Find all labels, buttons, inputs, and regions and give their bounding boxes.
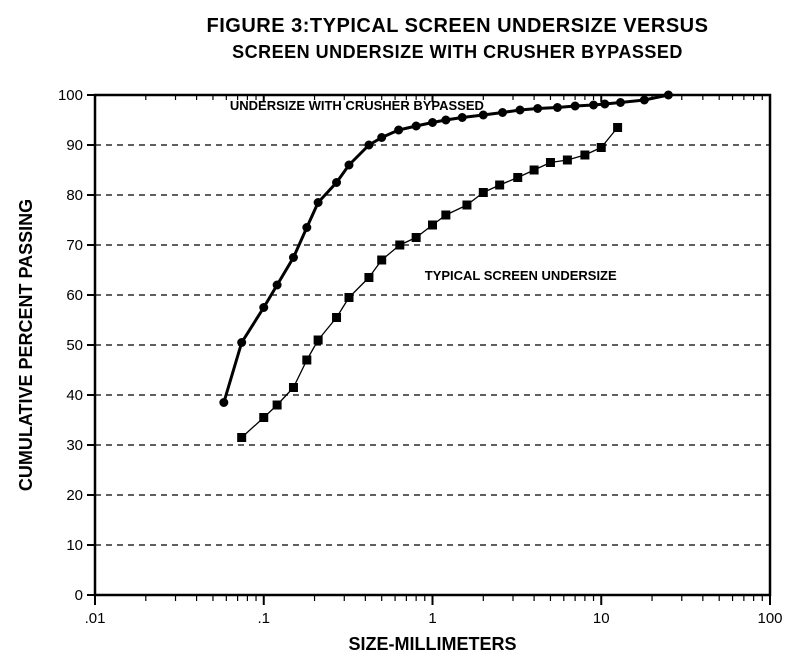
series-typical-marker: [333, 314, 341, 322]
series-typical-marker: [530, 166, 538, 174]
series-bypassed-marker: [365, 141, 373, 149]
series-bypassed-marker: [378, 134, 386, 142]
x-tick-label: .01: [85, 610, 106, 627]
series-typical-marker: [597, 144, 605, 152]
y-tick-label: 10: [66, 537, 83, 554]
y-tick-label: 90: [66, 137, 83, 154]
x-tick-label: 10: [593, 610, 610, 627]
series-typical-marker: [581, 151, 589, 159]
series-typical-marker: [479, 189, 487, 197]
series-bypassed-marker: [442, 116, 450, 124]
series-typical-marker: [463, 201, 471, 209]
series-bypassed-marker: [571, 102, 579, 110]
series-bypassed-line: [224, 95, 669, 403]
series-typical-marker: [429, 221, 437, 229]
series-bypassed-marker: [303, 224, 311, 232]
series-typical-marker: [273, 401, 281, 409]
series-typical-marker: [442, 211, 450, 219]
series-typical-marker: [260, 414, 268, 422]
x-tick-label: 1: [428, 610, 436, 627]
series-bypassed-marker: [333, 179, 341, 187]
series-typical-marker: [546, 159, 554, 167]
y-tick-label: 30: [66, 437, 83, 454]
series-bypassed-marker: [220, 399, 228, 407]
chart-container: FIGURE 3:TYPICAL SCREEN UNDERSIZE VERSUS…: [0, 0, 800, 672]
series-bypassed-marker: [395, 126, 403, 134]
x-tick-label: 100: [757, 610, 782, 627]
series-typical-marker: [365, 274, 373, 282]
series-bypassed-marker: [616, 99, 624, 107]
series-bypassed-marker: [273, 281, 281, 289]
series-bypassed-marker: [238, 339, 246, 347]
series-bypassed-marker: [429, 119, 437, 127]
series-bypassed-marker: [289, 254, 297, 262]
series-bypassed-marker: [458, 114, 466, 122]
y-tick-label: 50: [66, 337, 83, 354]
y-axis-label: CUMULATIVE PERCENT PASSING: [16, 199, 36, 491]
y-tick-label: 0: [75, 587, 83, 604]
chart-svg: FIGURE 3:TYPICAL SCREEN UNDERSIZE VERSUS…: [0, 0, 800, 672]
series-typical-label: TYPICAL SCREEN UNDERSIZE: [425, 268, 617, 283]
y-tick-label: 100: [58, 87, 83, 104]
series-typical-marker: [496, 181, 504, 189]
series-bypassed-marker: [553, 104, 561, 112]
series-typical-marker: [289, 384, 297, 392]
x-axis-label: SIZE-MILLIMETERS: [349, 634, 517, 654]
y-tick-label: 20: [66, 487, 83, 504]
series-bypassed-label: UNDERSIZE WITH CRUSHER BYPASSED: [230, 98, 484, 113]
y-tick-label: 40: [66, 387, 83, 404]
series-typical-marker: [345, 294, 353, 302]
chart-title-line1: FIGURE 3:TYPICAL SCREEN UNDERSIZE VERSUS: [207, 15, 709, 37]
series-bypassed-marker: [345, 161, 353, 169]
series-typical-marker: [514, 174, 522, 182]
y-tick-label: 60: [66, 287, 83, 304]
series-bypassed-marker: [640, 96, 648, 104]
series-typical-marker: [614, 124, 622, 132]
x-tick-label: .1: [257, 610, 270, 627]
series-bypassed-marker: [664, 91, 672, 99]
series-bypassed-marker: [516, 106, 524, 114]
series-bypassed-marker: [314, 199, 322, 207]
series-typical-marker: [314, 336, 322, 344]
series-typical-marker: [238, 434, 246, 442]
y-tick-label: 70: [66, 237, 83, 254]
y-tick-label: 80: [66, 187, 83, 204]
series-typical-marker: [378, 256, 386, 264]
chart-title-line2: SCREEN UNDERSIZE WITH CRUSHER BYPASSED: [232, 42, 683, 62]
series-bypassed-marker: [601, 100, 609, 108]
series-typical-marker: [563, 156, 571, 164]
series-bypassed-marker: [499, 109, 507, 117]
series-bypassed-marker: [260, 304, 268, 312]
series-bypassed-marker: [534, 105, 542, 113]
series-typical-marker: [303, 356, 311, 364]
series-bypassed-marker: [412, 122, 420, 130]
series-typical-marker: [412, 234, 420, 242]
series-typical-marker: [396, 241, 404, 249]
series-bypassed-marker: [590, 101, 598, 109]
